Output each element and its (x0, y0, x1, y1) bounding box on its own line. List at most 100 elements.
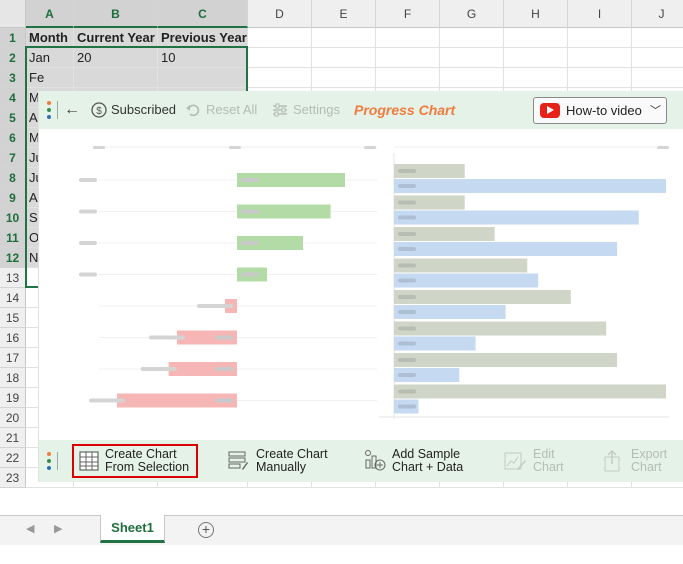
row-header-23[interactable]: 23 (0, 468, 26, 488)
list-edit-icon (228, 451, 248, 470)
add-sample-chart-button[interactable]: Add Sample Chart + Data (361, 444, 471, 478)
row-header-8[interactable]: 8 (0, 168, 26, 188)
cell-a2[interactable]: Jan (26, 48, 74, 68)
right-series2-label (398, 373, 416, 377)
cell-h3[interactable] (504, 68, 568, 88)
cell-j3[interactable] (632, 68, 683, 88)
row-header-4[interactable]: 4 (0, 88, 26, 108)
row-header-7[interactable]: 7 (0, 148, 26, 168)
row-header-19[interactable]: 19 (0, 388, 26, 408)
right-series2-bar (394, 273, 539, 288)
edit-chart-button[interactable]: Edit Chart (501, 444, 571, 478)
cell-h1[interactable] (504, 28, 568, 48)
cell-g3[interactable] (440, 68, 504, 88)
drag-handle-icon[interactable] (47, 101, 51, 119)
cell-f1[interactable] (376, 28, 440, 48)
row-header-6[interactable]: 6 (0, 128, 26, 148)
right-series2-label (398, 247, 416, 251)
column-header-f[interactable]: F (376, 0, 440, 28)
cell-i1[interactable] (568, 28, 632, 48)
right-series2-label (398, 278, 416, 283)
row-header-12[interactable]: 12 (0, 248, 26, 268)
left-category-label (140, 367, 177, 371)
row-header-22[interactable]: 22 (0, 448, 26, 468)
column-header-b[interactable]: B (74, 0, 158, 28)
sheet-tab-sheet1[interactable]: Sheet1 (100, 515, 165, 543)
row-header-1[interactable]: 1 (0, 28, 26, 48)
cell-f2[interactable] (376, 48, 440, 68)
cell-b2[interactable]: 20 (74, 48, 158, 68)
cell-f3[interactable] (376, 68, 440, 88)
chevron-down-icon: ﹀ (650, 105, 661, 117)
cell-b3[interactable] (74, 68, 158, 88)
column-header-h[interactable]: H (504, 0, 568, 28)
cell-a1[interactable]: Month (26, 28, 74, 48)
cell-g1[interactable] (440, 28, 504, 48)
create-manually-line2: Manually (256, 460, 307, 474)
cell-b1[interactable]: Current Year (74, 28, 158, 48)
right-series2-bar (394, 179, 666, 193)
row-header-18[interactable]: 18 (0, 368, 26, 388)
cell-i2[interactable] (568, 48, 632, 68)
row-header-17[interactable]: 17 (0, 348, 26, 368)
right-axis-tick-mark (657, 146, 669, 149)
column-header-g[interactable]: G (440, 0, 504, 28)
row-header-3[interactable]: 3 (0, 68, 26, 88)
cell-e2[interactable] (312, 48, 376, 68)
cell-i3[interactable] (568, 68, 632, 88)
cell-c2[interactable]: 10 (158, 48, 248, 68)
row-header-9[interactable]: 9 (0, 188, 26, 208)
cell-c1[interactable]: Previous Year (158, 28, 248, 48)
column-header-c[interactable]: C (158, 0, 248, 28)
right-series1-label (398, 200, 416, 205)
dollar-icon: $ (91, 102, 107, 118)
cell-j23[interactable] (632, 468, 683, 488)
column-header-a[interactable]: A (26, 0, 74, 28)
cell-g2[interactable] (440, 48, 504, 68)
row-header-21[interactable]: 21 (0, 428, 26, 448)
panel-toolbar: ← $ Subscribed Reset All (39, 91, 683, 129)
create-selection-line2: From Selection (105, 460, 190, 474)
row-header-13[interactable]: 13 (0, 268, 26, 288)
left-bar-value-label (241, 272, 259, 277)
cell-e1[interactable] (312, 28, 376, 48)
right-series1-label (398, 295, 416, 299)
back-arrow-icon[interactable]: ← (64, 101, 80, 118)
action-drag-handle-icon[interactable] (47, 452, 51, 470)
row-header-2[interactable]: 2 (0, 48, 26, 68)
cell-j1[interactable] (632, 28, 683, 48)
row-header-10[interactable]: 10 (0, 208, 26, 228)
cell-a3[interactable]: Fe (26, 68, 74, 88)
column-header-e[interactable]: E (312, 0, 376, 28)
row-header-11[interactable]: 11 (0, 228, 26, 248)
column-header-i[interactable]: I (568, 0, 632, 28)
subscribed-label: Subscribed (111, 102, 177, 117)
cell-d3[interactable] (248, 68, 312, 88)
row-header-5[interactable]: 5 (0, 108, 26, 128)
export-chart-button[interactable]: Export Chart (601, 444, 681, 478)
cell-j2[interactable] (632, 48, 683, 68)
left-category-label (149, 335, 185, 340)
cell-c3[interactable] (158, 68, 248, 88)
next-sheet-icon[interactable]: ▶ (54, 523, 63, 535)
row-header-14[interactable]: 14 (0, 288, 26, 308)
column-header-d[interactable]: D (248, 0, 312, 28)
create-chart-manually-button[interactable]: Create Chart Manually (225, 444, 335, 478)
add-sample-line2: Chart + Data (392, 460, 464, 474)
chart-preview (39, 129, 683, 440)
create-chart-from-selection-button[interactable]: Create Chart From Selection (72, 444, 198, 478)
left-bar-value-label (215, 367, 233, 371)
row-header-20[interactable]: 20 (0, 408, 26, 428)
prev-sheet-icon[interactable]: ◀ (26, 523, 35, 535)
cell-d1[interactable] (248, 28, 312, 48)
select-all-corner[interactable] (0, 0, 26, 28)
add-sheet-icon[interactable]: + (198, 522, 214, 538)
row-header-15[interactable]: 15 (0, 308, 26, 328)
left-progress-bar (237, 236, 303, 250)
column-header-j[interactable]: J (632, 0, 683, 28)
cell-e3[interactable] (312, 68, 376, 88)
cell-d2[interactable] (248, 48, 312, 68)
row-header-16[interactable]: 16 (0, 328, 26, 348)
how-to-video-dropdown[interactable]: How-to video ﹀ (533, 97, 667, 124)
cell-h2[interactable] (504, 48, 568, 68)
